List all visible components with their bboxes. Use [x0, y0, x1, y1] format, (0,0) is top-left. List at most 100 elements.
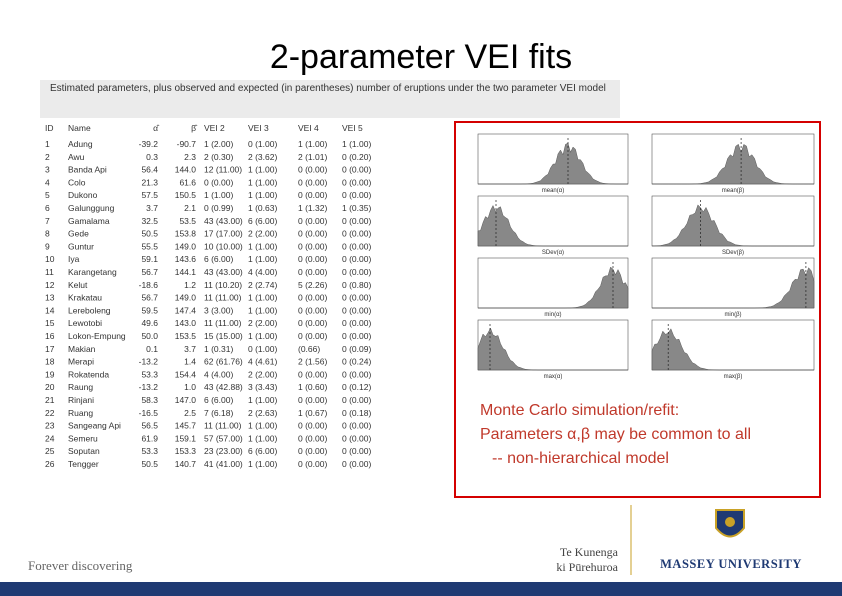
- table-cell: 0 (0.00): [342, 190, 371, 200]
- table-cell: 14: [45, 305, 55, 315]
- table-cell: 0 (0.00): [342, 318, 371, 328]
- table-cell: 58.3: [141, 395, 158, 405]
- table-cell: 61.6: [179, 177, 196, 187]
- panel-label: min(α): [544, 312, 561, 318]
- panel-label: mean(β): [722, 188, 744, 194]
- table-cell: 61.9: [141, 433, 158, 443]
- table-cell: 1 (1.00): [298, 139, 327, 149]
- highlight-box: [454, 121, 821, 498]
- table-cell: 153.3: [175, 446, 197, 456]
- column-header: VEI 2: [204, 123, 225, 133]
- table-cell: 143.6: [175, 254, 197, 264]
- table-cell: 2: [45, 152, 50, 162]
- table-cell: 2.5: [184, 408, 196, 418]
- table-cell: 0 (0.00): [298, 446, 327, 456]
- table-cell: 154.4: [175, 369, 197, 379]
- table-cell: 25: [45, 446, 55, 456]
- table-cell: 145.7: [175, 421, 197, 431]
- table-cell: 147.4: [175, 305, 197, 315]
- panel-label: SDev(α): [542, 250, 564, 256]
- table-cell: 62 (61.76): [204, 357, 243, 367]
- table-cell: 1 (0.60): [298, 382, 327, 392]
- table-cell: Lewotobi: [68, 318, 102, 328]
- table-cell: 53.3: [141, 446, 158, 456]
- table-cell: 2 (2.63): [248, 408, 277, 418]
- table-cell: 0 (0.18): [342, 408, 371, 418]
- table-cell: Merapi: [68, 357, 94, 367]
- table-cell: -13.2: [139, 357, 159, 367]
- table-cell: 1 (2.00): [204, 139, 233, 149]
- table-cell: 0 (0.00): [342, 305, 371, 315]
- table-cell: 56.5: [141, 421, 158, 431]
- column-header: Name: [68, 123, 91, 133]
- table-cell: 6: [45, 203, 50, 213]
- table-cell: Gede: [68, 229, 89, 239]
- table-cell: 0 (0.00): [204, 177, 233, 187]
- table-cell: 17: [45, 344, 55, 354]
- panel-label: min(β): [724, 312, 741, 318]
- table-cell: 4 (4.61): [248, 357, 277, 367]
- table-cell: 21: [45, 395, 55, 405]
- table-cell: 0 (0.00): [342, 395, 371, 405]
- table: ID Name α̂ β̂ VEI 2 VEI 3 VEI 4 VEI 5 1 Adung -39.…: [45, 123, 371, 469]
- table-cell: 0 (0.00): [342, 254, 371, 264]
- table-cell: 0 (0.00): [342, 433, 371, 443]
- tagline: Forever discovering: [28, 558, 133, 573]
- table-cell: 1 (0.31): [204, 344, 233, 354]
- table-cell: Gamalama: [68, 216, 110, 226]
- table-cell: 3.7: [184, 344, 196, 354]
- table-cell: (0.66): [298, 344, 320, 354]
- table-cell: 4: [45, 177, 50, 187]
- table-cell: 8: [45, 229, 50, 239]
- table-cell: Semeru: [68, 433, 98, 443]
- table-cell: 1 (1.00): [248, 305, 277, 315]
- table-cell: 53.3: [141, 369, 158, 379]
- table-cell: 11 (11.00): [204, 421, 242, 431]
- table-cell: 0.1: [146, 344, 158, 354]
- table-cell: 0 (0.00): [342, 369, 371, 379]
- histogram-panels: mean(α) mean(β) SDev(α) SDev(β) min(α) min(β)…: [477, 133, 815, 380]
- table-cell: 1 (1.00): [248, 165, 277, 175]
- table-cell: 0 (0.00): [298, 216, 327, 226]
- table-cell: 0 (0.00): [342, 331, 371, 341]
- table-cell: 0 (0.00): [342, 446, 371, 456]
- table-cell: Awu: [68, 152, 85, 162]
- table-cell: Soputan: [68, 446, 100, 456]
- panel-label: SDev(β): [722, 250, 744, 256]
- table-cell: 1 (1.00): [248, 395, 277, 405]
- table-cell: 0 (0.00): [298, 241, 327, 251]
- table-cell: 20: [45, 382, 55, 392]
- table-cell: 1 (1.00): [248, 433, 277, 443]
- table-cell: Dukono: [68, 190, 98, 200]
- table-cell: 0 (0.00): [298, 229, 327, 239]
- table-cell: 1 (1.00): [342, 139, 371, 149]
- maori-name: Te Kunenga: [560, 545, 619, 559]
- table-cell: 1 (1.00): [248, 254, 277, 264]
- table-cell: 2.3: [184, 152, 196, 162]
- table-cell: 56.4: [141, 165, 158, 175]
- table-cell: 2 (2.74): [248, 280, 277, 290]
- table-cell: 0 (0.00): [342, 165, 371, 175]
- column-header: VEI 3: [248, 123, 269, 133]
- table-cell: 4 (4.00): [248, 267, 277, 277]
- table-cell: Guntur: [68, 241, 94, 251]
- note-line: Parameters α,β may be common to all: [480, 426, 751, 443]
- table-cell: Banda Api: [68, 165, 107, 175]
- table-cell: 43 (43.00): [204, 216, 243, 226]
- table-cell: 6 (6.00): [248, 446, 277, 456]
- table-cell: 43 (42.88): [204, 382, 243, 392]
- table-cell: 6 (6.00): [204, 254, 233, 264]
- table-cell: 23 (23.00): [204, 446, 243, 456]
- table-cell: Makian: [68, 344, 96, 354]
- table-cell: 144.0: [175, 165, 197, 175]
- table-cell: 49.6: [141, 318, 158, 328]
- table-cell: 0 (0.00): [298, 190, 327, 200]
- slide-title: 2-parameter VEI fits: [270, 38, 572, 76]
- table-cell: 4 (4.00): [204, 369, 233, 379]
- table-cell: 6 (6.00): [248, 216, 277, 226]
- table-cell: 0 (0.00): [298, 318, 327, 328]
- table-cell: 22: [45, 408, 55, 418]
- table-cell: 1.4: [184, 357, 196, 367]
- table-cell: -16.5: [139, 408, 159, 418]
